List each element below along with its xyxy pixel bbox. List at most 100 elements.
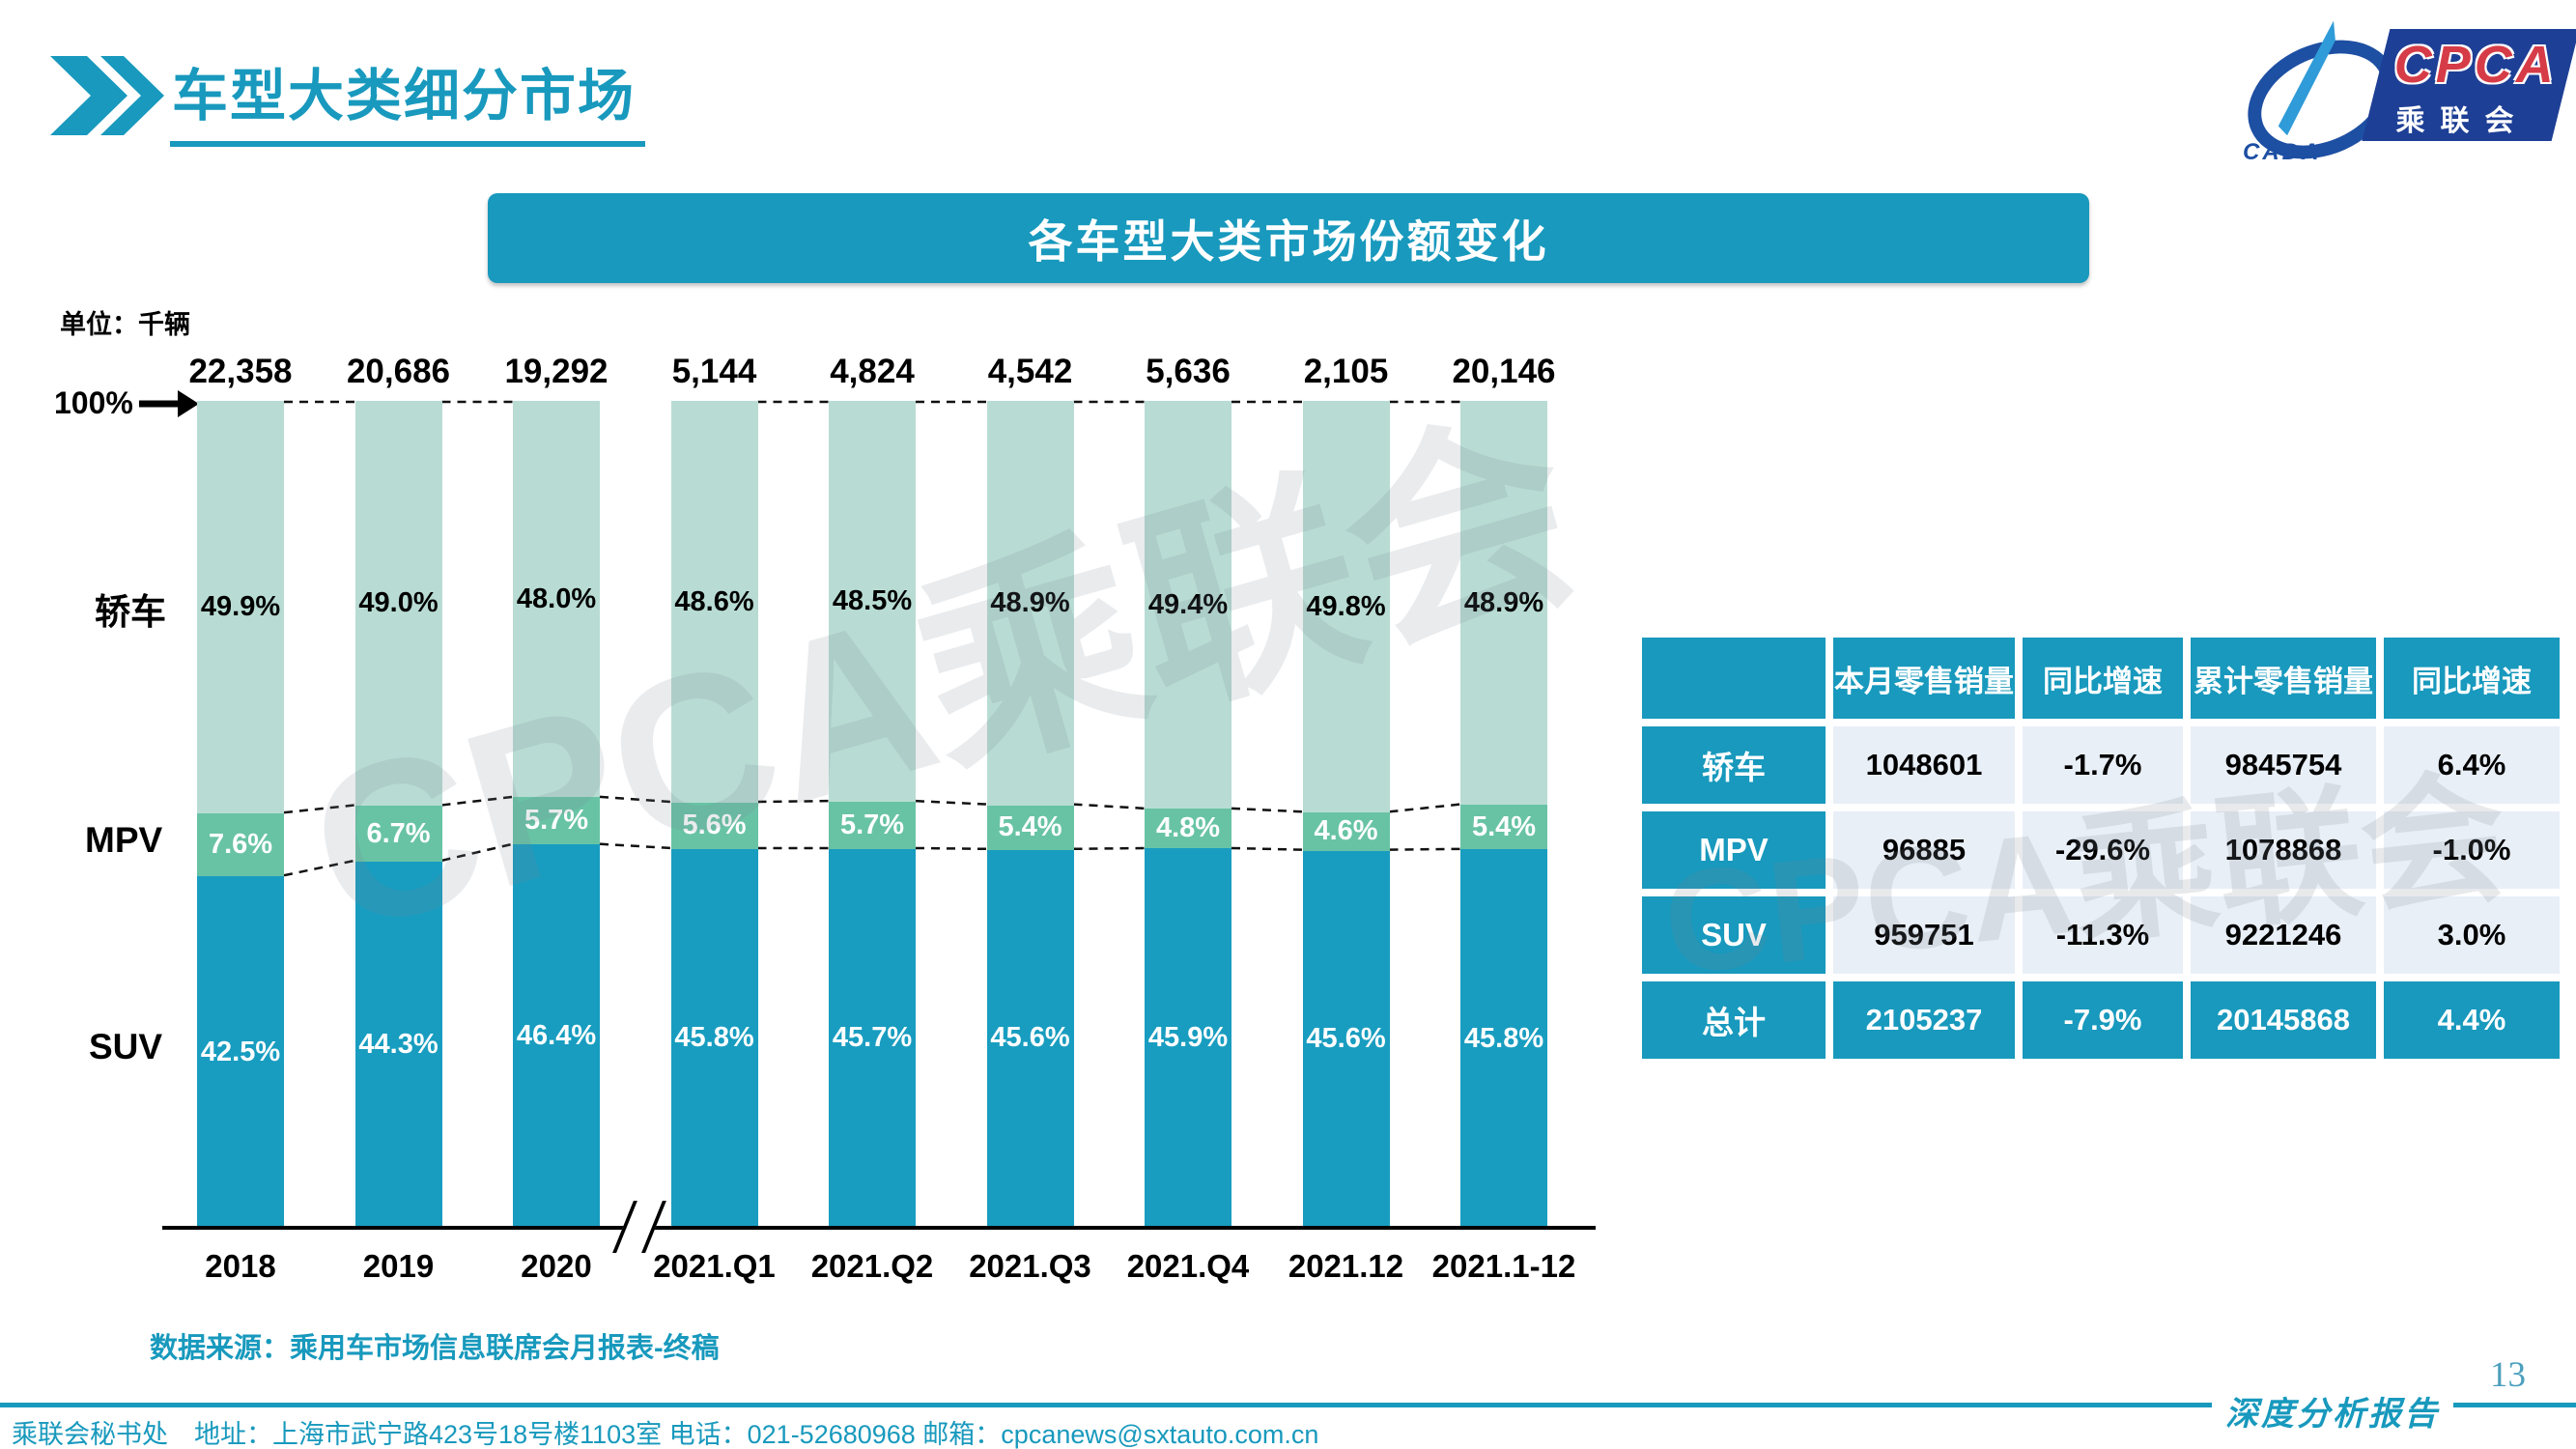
footer-divider bbox=[0, 1403, 2576, 1407]
table-cell: -11.3% bbox=[2023, 896, 2183, 974]
segment-value-label: 6.7% bbox=[366, 817, 431, 849]
logo-cpca-text: CPCA bbox=[2393, 36, 2558, 94]
bar-segment-SUV: 46.4% bbox=[513, 844, 600, 1228]
logo-cada-text: CADA bbox=[2243, 139, 2322, 165]
segment-value-label: 45.6% bbox=[990, 1022, 1070, 1054]
bar-segment-轿车: 48.6% bbox=[670, 401, 758, 804]
bar-segment-轿车: 48.9% bbox=[1460, 401, 1547, 806]
table-cell: 20145868 bbox=[2191, 981, 2376, 1059]
bar-2021.Q4: 5,636 49.4% 4.8% 45.9% bbox=[1145, 353, 1231, 1228]
connector-dashed-lines bbox=[283, 400, 1461, 877]
table-cell: 2105237 bbox=[1833, 981, 2015, 1059]
table-header-cell: 同比增速 bbox=[2023, 638, 2183, 719]
table-cell: 6.4% bbox=[2384, 726, 2560, 804]
bar-2019: 20,686 49.0% 6.7% 44.3% bbox=[347, 353, 450, 1228]
table-cell: 1048601 bbox=[1833, 726, 2015, 804]
x-axis-label: 2019 bbox=[362, 1248, 435, 1284]
table-cell: 96885 bbox=[1833, 811, 2015, 889]
table-header-cell bbox=[1642, 638, 1826, 719]
x-axis-label: 2020 bbox=[521, 1248, 592, 1284]
segment-value-label: 5.4% bbox=[1471, 810, 1537, 842]
bar-total-label: 4,824 bbox=[830, 353, 915, 390]
table-header-cell: 本月零售销量 bbox=[1833, 638, 2015, 719]
bar-2021.Q3: 4,542 48.9% 5.4% 45.6% bbox=[986, 353, 1074, 1228]
cpca-logo: CADA CPCA 乘联会 bbox=[2228, 10, 2576, 182]
segment-value-label: 49.0% bbox=[358, 587, 439, 619]
bar-segment-轿车: 48.0% bbox=[513, 401, 600, 798]
x-axis-label: 2021.Q1 bbox=[653, 1248, 776, 1284]
bar-2021.12: 2,105 49.8% 4.6% 45.6% bbox=[1302, 353, 1390, 1228]
chart-title-banner: 各车型大类市场份额变化 bbox=[488, 193, 2089, 283]
segment-value-label: 4.6% bbox=[1314, 815, 1378, 847]
segment-value-label: 49.4% bbox=[1147, 588, 1229, 620]
arrow-right-icon bbox=[139, 390, 199, 417]
segment-value-label: 48.9% bbox=[1463, 586, 1544, 618]
table-header-cell: 累计零售销量 bbox=[2191, 638, 2376, 719]
segment-value-label: 5.6% bbox=[682, 810, 747, 841]
page-title: 车型大类细分市场 bbox=[170, 50, 646, 147]
bar-total-label: 22,358 bbox=[188, 353, 293, 390]
segment-value-label: 5.4% bbox=[998, 811, 1062, 843]
bar-total-label: 19,292 bbox=[504, 353, 609, 390]
bar-segment-轿车: 49.8% bbox=[1302, 401, 1390, 813]
bar-total-label: 20,146 bbox=[1452, 353, 1556, 390]
bar-segment-MPV: 5.6% bbox=[670, 803, 758, 849]
bar-segment-MPV: 5.7% bbox=[829, 802, 916, 849]
report-series-label: 深度分析报告 bbox=[2212, 1387, 2453, 1435]
x-axis-label: 2021.12 bbox=[1288, 1248, 1404, 1284]
segment-value-label: 48.5% bbox=[832, 585, 913, 617]
table-header-cell: 同比增速 bbox=[2384, 638, 2560, 719]
axis-100-label: 100% bbox=[54, 385, 133, 420]
logo-flag: CPCA 乘联会 bbox=[2362, 29, 2576, 141]
bar-segment-MPV: 6.7% bbox=[354, 806, 442, 862]
bar-segment-SUV: 45.9% bbox=[1145, 848, 1231, 1228]
stacked-bar-chart: 22,358 49.9% 7.6% 42.5% 20,686 49.0% 6.7% 44.3%… bbox=[188, 353, 1556, 1228]
series-label-mpv: MPV bbox=[85, 820, 163, 860]
bar-segment-MPV: 4.8% bbox=[1145, 809, 1231, 849]
bar-segment-SUV: 45.7% bbox=[829, 848, 916, 1228]
bar-segment-SUV: 45.6% bbox=[1302, 850, 1390, 1228]
bar-total-label: 2,105 bbox=[1303, 353, 1389, 390]
logo-subtitle: 乘联会 bbox=[2395, 105, 2530, 137]
segment-value-label: 5.7% bbox=[839, 810, 905, 841]
bar-total-label: 5,636 bbox=[1146, 353, 1231, 390]
table-row-label-SUV: SUV bbox=[1642, 896, 1826, 974]
double-chevron-icon bbox=[50, 56, 164, 135]
bar-segment-轿车: 48.9% bbox=[986, 401, 1074, 806]
bar-segment-轿车: 49.9% bbox=[197, 401, 284, 814]
x-axis-label: 2021.1-12 bbox=[1431, 1248, 1576, 1284]
segment-value-label: 48.6% bbox=[674, 585, 754, 617]
x-axis-label: 2018 bbox=[205, 1248, 276, 1284]
table-cell: -1.7% bbox=[2023, 726, 2183, 804]
segment-value-label: 45.6% bbox=[1306, 1023, 1386, 1055]
bar-total-label: 20,686 bbox=[346, 353, 451, 390]
series-label-suv: SUV bbox=[89, 1027, 163, 1066]
table-row-label-MPV: MPV bbox=[1642, 811, 1826, 889]
bar-2021.1-12: 20,146 48.9% 5.4% 45.8% bbox=[1452, 353, 1556, 1228]
bar-segment-MPV: 7.6% bbox=[197, 813, 284, 877]
bar-total-label: 5,144 bbox=[671, 353, 757, 390]
x-axis-line bbox=[162, 1226, 1596, 1230]
x-axis-label: 2021.Q2 bbox=[810, 1248, 934, 1284]
table-cell: -7.9% bbox=[2023, 981, 2183, 1059]
data-source-note: 数据来源：乘用车市场信息联席会月报表-终稿 bbox=[150, 1333, 720, 1364]
series-label-sedan: 轿车 bbox=[95, 592, 166, 632]
bar-segment-MPV: 5.4% bbox=[1460, 805, 1547, 850]
table-cell: 9845754 bbox=[2191, 726, 2376, 804]
segment-value-label: 45.8% bbox=[674, 1022, 754, 1054]
bar-segment-轿车: 48.5% bbox=[829, 401, 916, 803]
table-cell: 959751 bbox=[1833, 896, 2015, 974]
segment-value-label: 46.4% bbox=[516, 1020, 597, 1052]
table-row-label-总计: 总计 bbox=[1642, 981, 1826, 1059]
bar-2021.Q2: 4,824 48.5% 5.7% 45.7% bbox=[829, 353, 916, 1228]
bar-segment-SUV: 42.5% bbox=[197, 876, 284, 1228]
bar-2018: 22,358 49.9% 7.6% 42.5% bbox=[188, 353, 293, 1228]
footer-contact-text: 乘联会秘书处 地址：上海市武宁路423号18号楼1103室 电话：021-526… bbox=[12, 1420, 1319, 1449]
bar-2020: 19,292 48.0% 5.7% 46.4% bbox=[504, 353, 609, 1228]
segment-value-label: 48.9% bbox=[990, 586, 1070, 618]
x-axis-label: 2021.Q4 bbox=[1126, 1248, 1250, 1284]
retail-sales-table: 本月零售销量 同比增速 累计零售销量 同比增速 轿车 1048601 -1.7% 984575… bbox=[1642, 638, 2560, 1059]
segment-value-label: 42.5% bbox=[200, 1036, 281, 1067]
segment-value-label: 49.9% bbox=[200, 591, 281, 623]
